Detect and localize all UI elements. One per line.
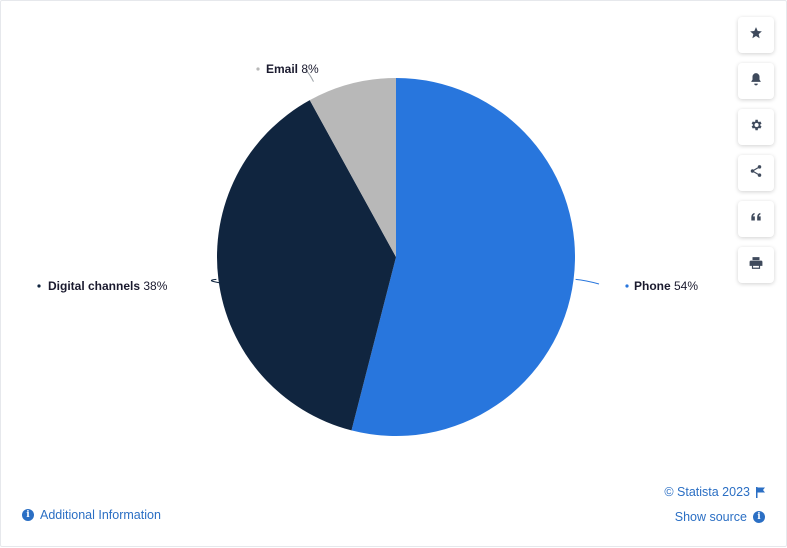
info-icon: i [22,509,34,521]
cite-button[interactable] [738,201,774,237]
bell-icon [749,72,763,91]
label-bullet [256,67,260,71]
pie-slice-phone[interactable] [351,78,576,437]
quote-icon [749,210,763,229]
share-icon [749,164,763,183]
flag-icon [756,486,766,498]
leader-line [575,278,600,285]
statista-credit[interactable]: © Statista 2023 [664,485,766,499]
slice-label: Phone 54% [634,279,698,293]
notification-button[interactable] [738,63,774,99]
settings-button[interactable] [738,109,774,145]
pie-slice-email[interactable] [309,78,396,257]
pie-slice-digital-channels[interactable] [217,100,396,431]
leader-line [210,278,222,284]
favorite-button[interactable] [738,17,774,53]
credit-text: © Statista 2023 [664,485,750,499]
leader-line [305,69,314,82]
print-button[interactable] [738,247,774,283]
gear-icon [749,118,763,137]
share-button[interactable] [738,155,774,191]
label-bullet [625,284,629,288]
slice-label: Digital channels 38% [48,279,168,293]
chart-toolbar [738,17,776,293]
additional-information-link[interactable]: i Additional Information [22,508,161,522]
print-icon [749,256,763,275]
show-source-label: Show source [674,510,747,524]
info-icon: i [753,511,765,523]
additional-information-label: Additional Information [40,508,161,522]
slice-label: Email 8% [266,62,319,76]
show-source-link[interactable]: Show source i [675,510,765,524]
label-bullet [37,284,41,288]
star-icon [749,26,763,45]
